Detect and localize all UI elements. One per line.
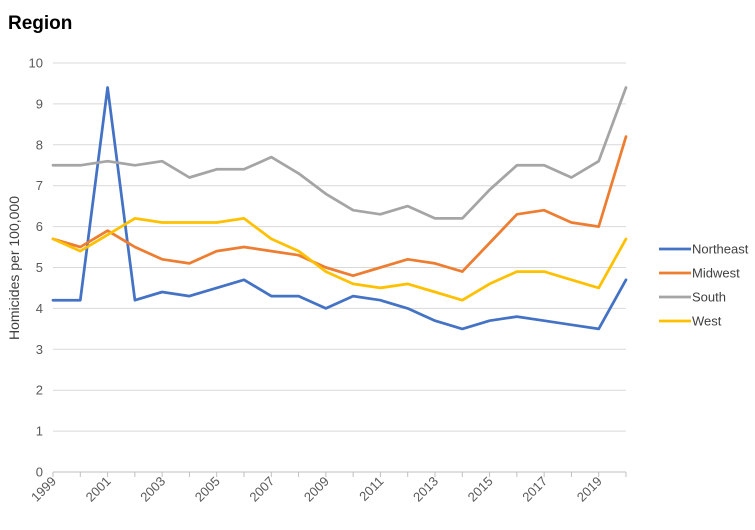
x-tick-label: 2005 (192, 474, 223, 505)
chart-title: Region (8, 13, 73, 34)
gridlines (53, 62, 626, 432)
series-line-west (51, 217, 628, 302)
x-tick-label: 2015 (465, 474, 496, 505)
legend: Northeast Midwest South West (659, 242, 749, 329)
x-tick-label: 2009 (301, 474, 332, 505)
y-tick-label: 1 (36, 424, 43, 439)
series-lines (51, 86, 628, 331)
x-tick-label: 2007 (246, 474, 277, 505)
y-tick-label: 7 (36, 178, 43, 193)
series-line-northeast (51, 86, 628, 331)
legend-label-midwest: Midwest (692, 266, 740, 281)
y-tick-label: 9 (36, 96, 43, 111)
y-axis-title: Homicides per 100,000 (6, 196, 22, 340)
y-tick-label: 8 (36, 137, 43, 152)
x-tick-label: 2019 (574, 474, 605, 505)
series-line-south (51, 86, 628, 220)
y-tick-label: 3 (36, 342, 43, 357)
x-tick-label: 2017 (519, 474, 550, 505)
y-tick-label: 6 (36, 219, 43, 234)
x-tick-label: 2013 (410, 474, 441, 505)
y-tick-labels: 0 1 2 3 4 5 6 7 8 9 10 (29, 56, 43, 480)
y-tick-label: 0 (36, 465, 43, 480)
x-tick-label: 2001 (83, 474, 114, 505)
x-tick-label: 2011 (356, 474, 386, 504)
y-tick-label: 5 (36, 260, 43, 275)
legend-label-south: South (692, 290, 726, 305)
y-tick-label: 10 (29, 56, 43, 71)
series-line-midwest (51, 135, 628, 278)
x-tick-label: 2003 (137, 474, 168, 505)
y-tick-label: 4 (36, 301, 43, 316)
x-tick-labels: 1999 2001 2003 2005 2007 2009 2011 2013 2015 2017… (28, 474, 605, 505)
legend-label-northeast: Northeast (692, 242, 749, 257)
axes (52, 471, 627, 477)
x-tick-label: 1999 (28, 474, 59, 505)
y-tick-label: 2 (36, 383, 43, 398)
legend-label-west: West (692, 314, 722, 329)
